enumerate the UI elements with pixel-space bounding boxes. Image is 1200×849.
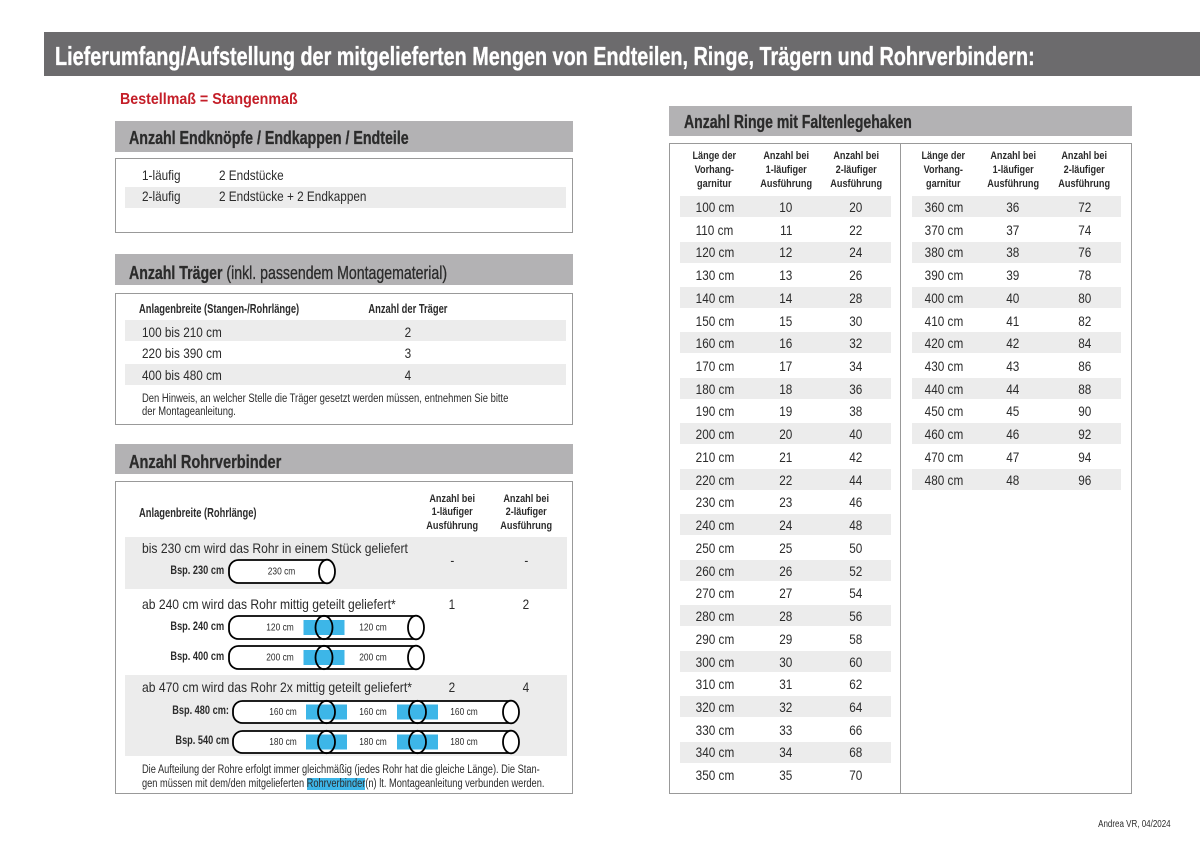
svg-text:200 cm: 200 cm — [359, 653, 387, 664]
svg-text:230 cm: 230 cm — [268, 567, 296, 578]
svg-text:180 cm: 180 cm — [269, 737, 297, 748]
svg-text:160 cm: 160 cm — [269, 707, 297, 718]
svg-text:120 cm: 120 cm — [266, 623, 294, 634]
svg-text:180 cm: 180 cm — [359, 737, 387, 748]
svg-text:180 cm: 180 cm — [450, 737, 478, 748]
svg-text:200 cm: 200 cm — [266, 653, 294, 664]
svg-text:160 cm: 160 cm — [359, 707, 387, 718]
svg-text:120 cm: 120 cm — [359, 623, 387, 634]
svg-text:160 cm: 160 cm — [450, 707, 478, 718]
